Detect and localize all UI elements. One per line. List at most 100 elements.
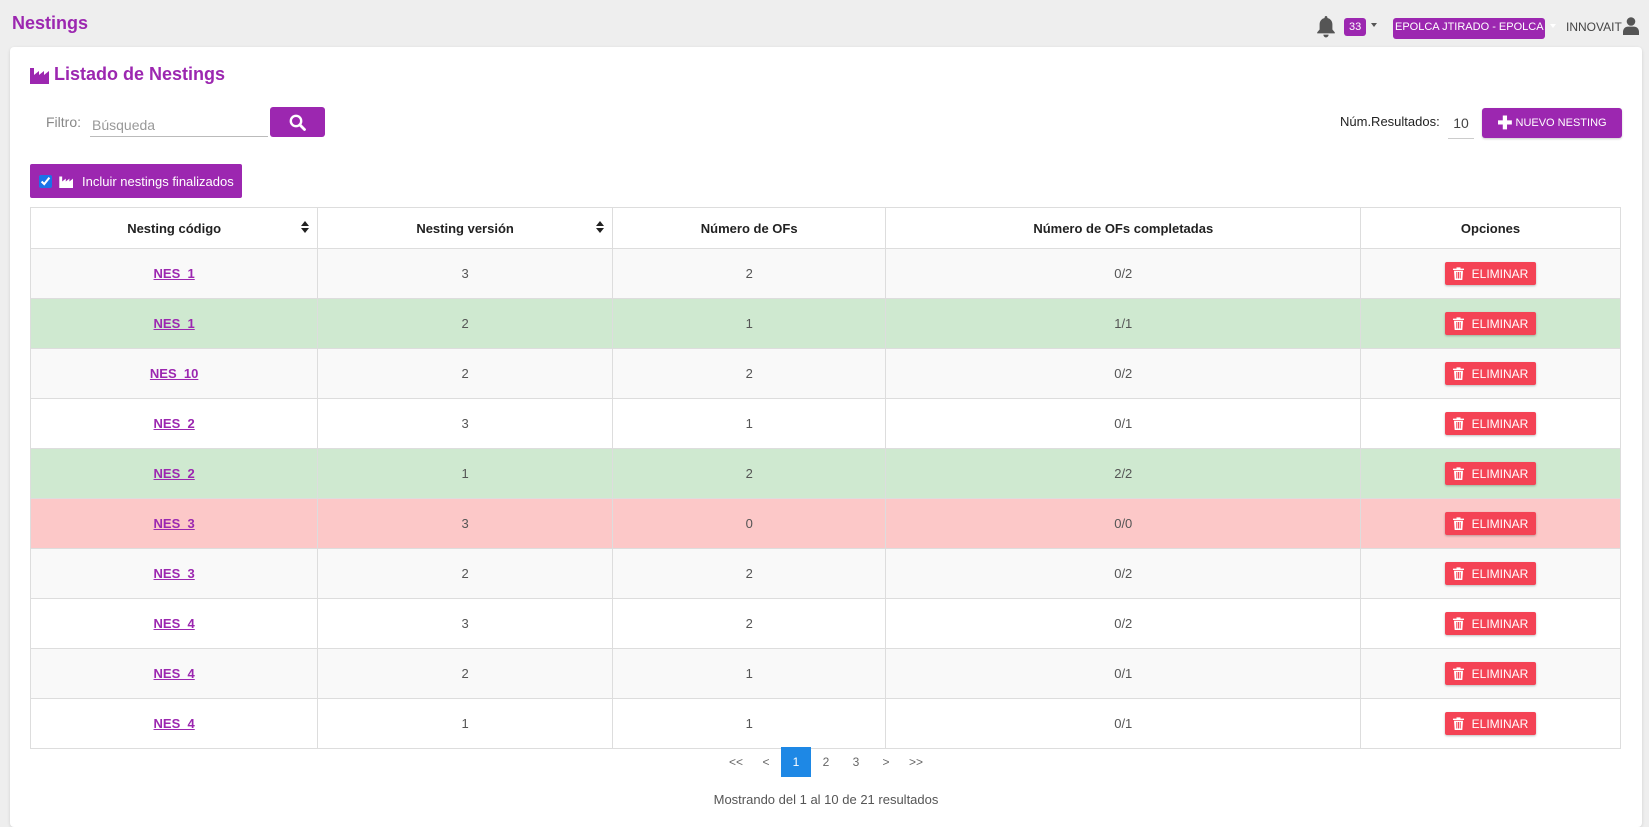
delete-button[interactable]: ELIMINAR <box>1445 312 1537 335</box>
sort-icon[interactable] <box>595 221 604 233</box>
column-header-label: Nesting versión <box>416 220 514 236</box>
delete-button[interactable]: ELIMINAR <box>1445 612 1537 635</box>
column-header-version[interactable]: Nesting versión <box>317 207 613 249</box>
company-label: EPOLCA JTIRADO - EPOLCA <box>1395 21 1544 33</box>
nesting-code-link[interactable]: NES_10 <box>149 366 199 381</box>
cell-completed: 0/1 <box>885 648 1362 699</box>
trash-icon <box>1452 317 1464 330</box>
cell-options: ELIMINAR <box>1360 448 1621 499</box>
table-row: NES_4 3 2 0/2 ELIMINAR <box>29 598 1621 649</box>
cell-completed: 0/0 <box>885 498 1362 549</box>
page-button-1[interactable]: 1 <box>781 747 811 777</box>
search-icon <box>289 114 306 131</box>
factory-icon <box>59 175 73 188</box>
column-header-code[interactable]: Nesting código <box>29 207 319 249</box>
new-nesting-label: NUEVO NESTING <box>1515 117 1607 129</box>
next-page-button[interactable]: > <box>882 755 890 769</box>
trash-icon <box>1452 417 1464 430</box>
cell-version: 3 <box>317 498 613 549</box>
nestings-table: Nesting código Nesting versión Número de… <box>29 207 1621 749</box>
cell-ofs: 1 <box>611 648 887 699</box>
delete-label: ELIMINAR <box>1471 266 1529 281</box>
delete-label: ELIMINAR <box>1471 366 1529 381</box>
cell-options: ELIMINAR <box>1360 248 1621 299</box>
delete-label: ELIMINAR <box>1471 566 1529 581</box>
nesting-code-link[interactable]: NES_2 <box>153 466 195 481</box>
cell-ofs: 2 <box>611 448 887 499</box>
trash-icon <box>1452 567 1464 580</box>
nesting-code-link[interactable]: NES_1 <box>153 316 195 331</box>
new-nesting-button[interactable]: ✚ NUEVO NESTING <box>1482 108 1622 138</box>
cell-options: ELIMINAR <box>1360 698 1621 749</box>
cell-options: ELIMINAR <box>1360 348 1621 399</box>
cell-code: NES_4 <box>29 698 319 749</box>
cell-options: ELIMINAR <box>1360 648 1621 699</box>
filter-label: Filtro: <box>46 114 81 130</box>
table-row: NES_10 2 2 0/2 ELIMINAR <box>29 348 1621 399</box>
cell-code: NES_10 <box>29 348 319 399</box>
trash-icon <box>1452 367 1464 380</box>
delete-button[interactable]: ELIMINAR <box>1445 262 1537 285</box>
nesting-code-link[interactable]: NES_1 <box>153 266 195 281</box>
include-finished-checkbox[interactable] <box>39 174 52 188</box>
include-finished-toggle[interactable]: Incluir nestings finalizados <box>30 164 242 198</box>
delete-label: ELIMINAR <box>1471 666 1529 681</box>
last-page-button[interactable]: >> <box>908 755 923 769</box>
table-row: NES_2 3 1 0/1 ELIMINAR <box>29 398 1621 449</box>
results-count-select[interactable]: 10 <box>1448 110 1474 139</box>
delete-button[interactable]: ELIMINAR <box>1445 362 1537 385</box>
cell-code: NES_3 <box>29 548 319 599</box>
cell-ofs: 2 <box>611 548 887 599</box>
trash-icon <box>1452 667 1464 680</box>
delete-button[interactable]: ELIMINAR <box>1445 462 1537 485</box>
cell-completed: 2/2 <box>885 448 1362 499</box>
cell-options: ELIMINAR <box>1360 498 1621 549</box>
user-name[interactable]: INNOVAIT <box>1566 20 1622 34</box>
delete-button[interactable]: ELIMINAR <box>1445 712 1537 735</box>
search-input[interactable] <box>90 107 268 137</box>
cell-options: ELIMINAR <box>1360 298 1621 349</box>
table-row: NES_4 2 1 0/1 ELIMINAR <box>29 648 1621 699</box>
cell-ofs: 1 <box>611 398 887 449</box>
trash-icon <box>1452 517 1464 530</box>
table-row: NES_4 1 1 0/1 ELIMINAR <box>29 698 1621 749</box>
cell-ofs: 2 <box>611 248 887 299</box>
nesting-code-link[interactable]: NES_3 <box>153 516 195 531</box>
table-body: NES_1 3 2 0/2 ELIMINAR NES_1 2 1 1/1 ELIMINAR NES_… <box>29 248 1621 749</box>
page-button-3[interactable]: 3 <box>852 755 860 769</box>
user-icon[interactable] <box>1623 17 1639 35</box>
notification-badge[interactable]: 33 <box>1344 18 1367 36</box>
first-page-button[interactable]: << <box>728 755 743 769</box>
notification-dropdown-caret-icon[interactable] <box>1371 23 1377 27</box>
cell-completed: 0/1 <box>885 398 1362 449</box>
cell-version: 3 <box>317 248 613 299</box>
delete-button[interactable]: ELIMINAR <box>1445 562 1537 585</box>
app-title: Nestings <box>12 13 89 33</box>
page-button-2[interactable]: 2 <box>822 755 830 769</box>
search-button[interactable] <box>270 107 325 137</box>
nesting-code-link[interactable]: NES_2 <box>153 416 195 431</box>
sort-icon[interactable] <box>301 221 310 233</box>
trash-icon <box>1452 717 1464 730</box>
delete-label: ELIMINAR <box>1471 716 1529 731</box>
nesting-code-link[interactable]: NES_4 <box>153 666 195 681</box>
nestings-card: Listado de Nestings Filtro: Núm.Resultad… <box>10 47 1642 827</box>
cell-completed: 0/1 <box>885 698 1362 749</box>
factory-icon <box>30 67 49 84</box>
delete-button[interactable]: ELIMINAR <box>1445 512 1537 535</box>
delete-label: ELIMINAR <box>1471 316 1529 331</box>
nesting-code-link[interactable]: NES_4 <box>153 616 195 631</box>
company-selector[interactable]: EPOLCA JTIRADO - EPOLCA <box>1393 18 1556 39</box>
cell-code: NES_1 <box>29 298 319 349</box>
delete-button[interactable]: ELIMINAR <box>1445 662 1537 685</box>
nesting-code-link[interactable]: NES_3 <box>153 566 195 581</box>
nesting-code-link[interactable]: NES_4 <box>153 716 195 731</box>
cell-version: 2 <box>317 298 613 349</box>
bell-icon[interactable] <box>1316 16 1336 38</box>
delete-button[interactable]: ELIMINAR <box>1445 412 1537 435</box>
cell-version: 1 <box>317 698 613 749</box>
prev-page-button[interactable]: < <box>762 755 770 769</box>
cell-code: NES_3 <box>29 498 319 549</box>
cell-completed: 0/2 <box>885 348 1362 399</box>
table-header-row: Nesting código Nesting versión Número de… <box>29 207 1621 249</box>
